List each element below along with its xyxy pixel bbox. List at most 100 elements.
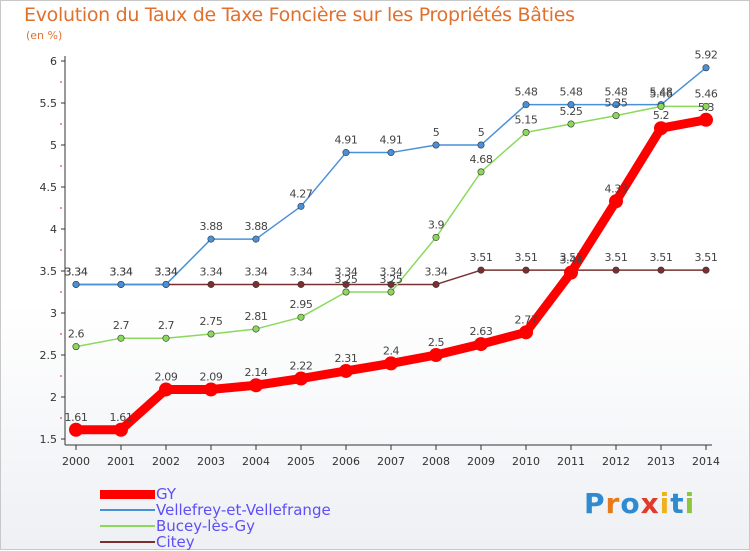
data-point-2 — [657, 102, 665, 110]
x-tick-label: 2004 — [242, 455, 270, 468]
y-tick-label: 2 — [50, 391, 57, 404]
data-point-0 — [69, 422, 83, 437]
data-label-2: 3.9 — [428, 218, 445, 231]
data-label-2: 5.25 — [560, 105, 583, 118]
data-label-1: 5.48 — [515, 86, 538, 99]
data-point-0 — [384, 356, 398, 371]
legend-swatch-gy — [100, 490, 155, 499]
x-tick-label: 2009 — [467, 455, 495, 468]
data-label-3: 3.34 — [65, 265, 88, 278]
data-label-2: 3.25 — [380, 273, 403, 286]
data-label-2: 5.46 — [650, 87, 673, 100]
data-label-1: 5.48 — [605, 86, 628, 99]
legend-label-vellefrey: Vellefrey-et-Vellefrange — [156, 501, 331, 519]
data-label-0: 2.09 — [200, 370, 223, 383]
data-point-2 — [612, 112, 620, 120]
data-point-3 — [432, 280, 440, 288]
data-label-3: 3.51 — [695, 251, 718, 264]
logo-letter: P — [584, 487, 606, 520]
data-label-3: 3.34 — [290, 265, 313, 278]
data-label-1: 4.27 — [290, 187, 313, 200]
data-point-1 — [162, 280, 170, 288]
data-label-1: 3.34 — [65, 265, 88, 278]
data-label-0: 2.4 — [383, 344, 400, 357]
data-point-0 — [474, 337, 488, 352]
data-point-1 — [387, 149, 395, 157]
data-label-1: 3.88 — [245, 220, 268, 233]
y-tick-label: 5.5 — [40, 97, 58, 110]
data-label-2: 2.95 — [290, 298, 313, 311]
data-point-2 — [207, 330, 215, 338]
data-point-2 — [702, 102, 710, 110]
y-tick-label: 3 — [50, 307, 57, 320]
x-tick-label: 2006 — [332, 455, 360, 468]
data-point-1 — [702, 64, 710, 72]
legend-swatch-citey — [100, 541, 155, 543]
data-point-3 — [702, 266, 710, 274]
x-tick-label: 2012 — [602, 455, 630, 468]
data-point-1 — [342, 149, 350, 157]
data-label-2: 2.6 — [68, 328, 85, 341]
data-label-1: 5 — [478, 126, 485, 139]
x-tick-label: 2005 — [287, 455, 315, 468]
data-label-0: 1.61 — [110, 411, 133, 424]
x-tick-label: 2007 — [377, 455, 405, 468]
y-tick-label: 4 — [50, 223, 57, 236]
data-label-0: 2.5 — [428, 336, 445, 349]
data-label-1: 5.48 — [560, 86, 583, 99]
y-tick-label: 3.5 — [40, 265, 58, 278]
data-label-0: 2.31 — [335, 352, 358, 365]
data-point-2 — [342, 288, 350, 296]
data-label-2: 4.68 — [470, 153, 493, 166]
data-point-0 — [249, 378, 263, 393]
data-point-1 — [297, 202, 305, 210]
data-point-0 — [609, 194, 623, 209]
data-point-0 — [339, 363, 353, 378]
legend-swatch-bucey — [100, 525, 155, 527]
data-label-3: 3.34 — [155, 265, 178, 278]
data-point-3 — [387, 280, 395, 288]
x-tick-label: 2000 — [62, 455, 90, 468]
y-tick-label: 2.5 — [40, 349, 58, 362]
x-tick-label: 2014 — [692, 455, 720, 468]
x-tick-label: 2013 — [647, 455, 675, 468]
data-point-1 — [477, 141, 485, 149]
data-point-1 — [612, 101, 620, 109]
data-label-3: 3.34 — [110, 265, 133, 278]
data-point-0 — [429, 348, 443, 362]
y-tick-label: 6 — [50, 55, 57, 68]
data-point-0 — [204, 382, 218, 397]
data-label-0: 2.14 — [245, 366, 268, 379]
data-label-2: 2.81 — [245, 310, 268, 323]
y-unit-label: (en %) — [26, 29, 63, 42]
data-point-3 — [342, 280, 350, 288]
data-point-1 — [432, 141, 440, 149]
data-point-1 — [567, 101, 575, 109]
data-label-3: 3.51 — [515, 251, 538, 264]
data-label-1: 3.34 — [155, 265, 178, 278]
data-label-1: 5.48 — [650, 86, 673, 99]
data-point-0 — [294, 371, 308, 386]
logo-letter: o — [620, 487, 641, 520]
data-label-0: 5.2 — [653, 109, 669, 122]
y-tick-label: 5 — [50, 139, 57, 152]
legend-swatch-vellefrey — [100, 509, 155, 511]
data-point-0 — [159, 382, 173, 397]
data-point-3 — [207, 280, 215, 288]
legend-label-citey: Citey — [156, 533, 195, 551]
data-label-1: 4.91 — [380, 134, 403, 147]
data-label-3: 3.51 — [605, 251, 628, 264]
data-point-2 — [567, 120, 575, 128]
data-label-1: 4.91 — [335, 134, 358, 147]
data-label-0: 4.33 — [605, 182, 628, 195]
data-label-0: 3.48 — [560, 254, 583, 267]
data-point-0 — [564, 265, 578, 280]
data-label-0: 5.3 — [698, 101, 715, 114]
data-label-0: 2.77 — [515, 313, 538, 326]
data-point-2 — [117, 334, 125, 342]
data-label-2: 2.75 — [200, 315, 223, 328]
data-point-2 — [297, 313, 305, 321]
data-point-3 — [477, 266, 485, 274]
logo-letter: r — [605, 487, 621, 520]
